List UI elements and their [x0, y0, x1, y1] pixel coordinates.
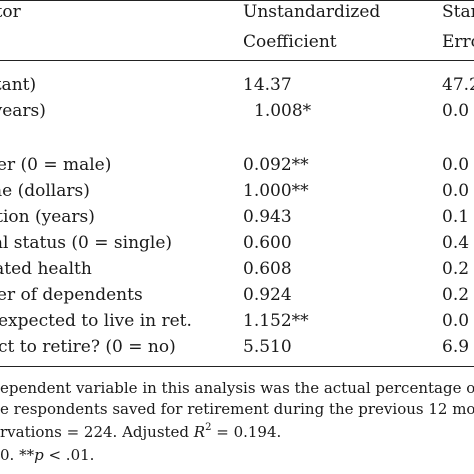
row-coefficient: 1.152** [243, 311, 309, 331]
r-squared-var: R [193, 423, 206, 441]
row-factor: ct to retire? (0 = no) [0, 337, 176, 357]
row-factor: ber of dependents [0, 285, 143, 305]
row-factor: expected to live in ret. [0, 311, 192, 331]
row-coefficient: 0.608 [243, 259, 292, 279]
note-line: rvations = 224. Adjusted R2 = 0.194. [0, 422, 282, 442]
header-rule [0, 60, 474, 61]
row-se: 0.4 [442, 233, 470, 253]
bottom-rule [0, 366, 474, 367]
row-coefficient: 14.37 [243, 75, 292, 95]
p-var: p [34, 446, 44, 464]
row-coefficient: 1.008* [254, 101, 312, 121]
row-factor: (years) [0, 101, 46, 121]
top-rule [0, 0, 474, 1]
row-se: 0.0 [442, 155, 470, 175]
note-line: e respondents saved for retirement durin… [0, 400, 474, 418]
row-coefficient: 1.000** [243, 181, 309, 201]
row-se: 6.9 [442, 337, 470, 357]
row-se: 47.2 [442, 75, 474, 95]
header-coefficient-line1: Unstandardized [243, 2, 381, 22]
row-factor: tal status (0 = single) [0, 233, 173, 253]
header-se-line2: Erro [442, 32, 474, 52]
row-se: 0.0 [442, 311, 470, 331]
row-coefficient: 0.600 [243, 233, 292, 253]
header-coefficient-line2: Coefficient [243, 32, 337, 52]
row-factor: ation (years) [0, 207, 95, 227]
row-se: 0.1 [442, 207, 470, 227]
row-factor: me (dollars) [0, 181, 90, 201]
row-coefficient: 0.924 [243, 285, 292, 305]
row-factor: rated health [0, 259, 92, 279]
note-line: ependent variable in this analysis was t… [0, 379, 474, 397]
row-se: 0.0 [442, 181, 470, 201]
row-coefficient: 5.510 [243, 337, 292, 357]
row-factor: der (0 = male) [0, 155, 112, 175]
row-se: 0.2 [442, 259, 470, 279]
row-coefficient: 0.092** [243, 155, 309, 175]
header-factor: ctor [0, 2, 21, 22]
row-coefficient: 0.943 [243, 207, 292, 227]
row-se: 0.2 [442, 285, 470, 305]
row-factor: stant) [0, 75, 37, 95]
row-se: 0.0 [442, 101, 470, 121]
header-se-line1: Stan [442, 2, 474, 22]
note-line: 0. **p < .01. [0, 446, 95, 464]
